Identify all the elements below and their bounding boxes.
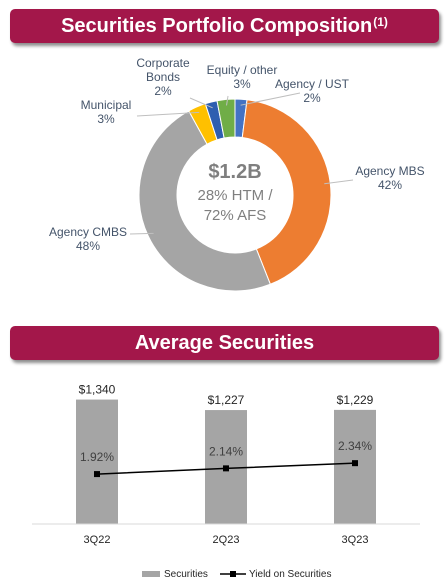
leader-line-municipal [136,111,200,117]
slice-value-equity-other: 3% [233,77,251,91]
composition-title-footnote: (1) [373,15,388,29]
leader-line-corporate-bonds [189,97,213,109]
bars [76,399,376,524]
leader-line-agency-cmbs [129,232,154,235]
leader-line-agency-ust [240,92,301,106]
average-title: Average Securities [134,331,315,354]
yield-marker-3q22 [94,471,100,478]
slice-value-corporate-bonds: 2% [154,84,172,98]
slice-label-corporate-bonds: Bonds [146,70,180,84]
donut-total: $1.2B [208,161,261,183]
yield-label-2q23: 2.14% [209,444,243,458]
chart-legend: Securities Yield on Securities [142,569,331,580]
donut-leader-lines [129,92,354,235]
legend-label-securities: Securities [164,569,208,580]
donut-slice-equity-other [216,98,236,139]
category-label-3q22: 3Q22 [84,534,111,546]
donut-htm-line: 28% HTM / [197,187,273,204]
slice-label-municipal: Municipal [81,98,132,112]
yield-marker-3q23 [352,460,358,467]
category-label-2q23: 2Q23 [213,534,240,546]
bar-value-label-3q22: $1,340 [79,383,116,397]
yield-marker-2q23 [223,465,229,472]
bar-3q23 [334,409,376,524]
legend-label-yield: Yield on Securities [249,569,331,580]
bar-3q22 [76,399,118,524]
slice-label-equity-other: Equity / other [207,63,278,77]
slice-value-agency-mbs: 42% [378,178,402,192]
slice-label-agency-mbs: Agency MBS [355,164,424,178]
bar-text: $1,340 3Q22 $1,227 2Q23 $1,229 3Q23 [79,383,374,546]
slice-label-corporate-bonds: Corporate [136,56,190,70]
slice-value-agency-cmbs: 48% [76,239,100,253]
legend-swatch-yield-marker [230,571,236,577]
donut-afs-line: 72% AFS [204,207,267,224]
yield-line: 1.92% 2.14% 2.34% [80,439,372,478]
donut-slices [138,98,332,292]
donut-slice-agency-mbs [241,99,332,285]
legend-swatch-securities [142,571,160,577]
slice-label-agency-cmbs: Agency CMBS [49,225,127,239]
leader-line-agency-mbs [324,179,354,185]
leader-line-equity-other [226,95,229,106]
average-securities-chart: 1.92% 2.14% 2.34% $1,340 3Q22 $1,227 2Q23 $1,2… [32,383,420,580]
slice-value-agency-ust: 2% [303,91,321,105]
bar-value-label-3q23: $1,229 [337,393,374,407]
category-label-3q23: 3Q23 [342,534,369,546]
slice-value-municipal: 3% [97,112,115,126]
yield-label-3q23: 2.34% [338,439,372,453]
average-title-banner: Average Securities [10,326,439,360]
bar-value-label-2q23: $1,227 [208,393,245,407]
yield-label-3q22: 1.92% [80,450,114,464]
composition-title: Securities Portfolio Composition [61,14,373,37]
composition-title-banner: Securities Portfolio Composition (1) [10,9,439,43]
donut-slice-agency-cmbs [138,110,271,292]
slice-label-agency-ust: Agency / UST [275,77,350,91]
